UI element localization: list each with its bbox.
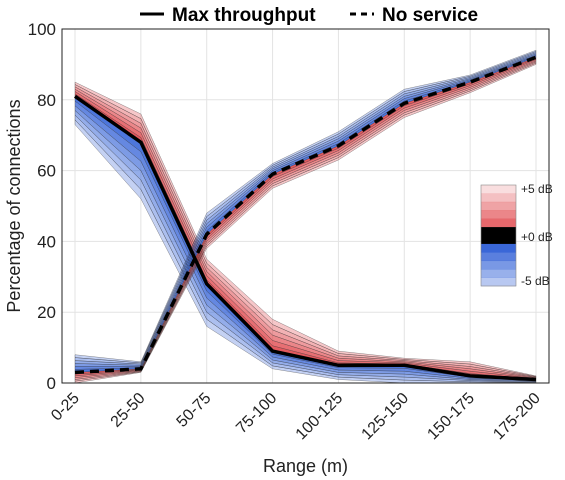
colorbar-cell bbox=[481, 185, 516, 194]
no-service-band-positive-3 bbox=[74, 60, 537, 380]
max-throughput-band bbox=[74, 81, 537, 384]
y-tick-label: 40 bbox=[37, 232, 56, 251]
no-service-band-negative-4 bbox=[74, 51, 537, 365]
y-tick-label: 20 bbox=[37, 303, 56, 322]
x-tick-label: 125-150 bbox=[359, 390, 413, 444]
colorbar-cell bbox=[481, 227, 516, 236]
max-throughput-band-positive-4 bbox=[74, 84, 537, 378]
y-tick-label: 100 bbox=[28, 20, 56, 39]
y-axis-label: Percentage of connections bbox=[4, 99, 24, 312]
no-service-band-negative-0 bbox=[74, 55, 537, 373]
x-tick-label: 100-125 bbox=[293, 390, 347, 444]
colorbar-cell bbox=[481, 210, 516, 219]
colorbar-cell bbox=[481, 193, 516, 203]
colorbar-cell bbox=[481, 269, 516, 278]
colorbar-label: +0 dB bbox=[521, 230, 553, 244]
colorbar-label: -5 dB bbox=[521, 274, 550, 288]
no-service-band-positive-1 bbox=[74, 58, 537, 377]
y-tick-label: 60 bbox=[37, 162, 56, 181]
x-tick-label: 0-25 bbox=[48, 390, 83, 425]
no-service-band-negative-1 bbox=[74, 54, 537, 370]
x-tick-label: 75-100 bbox=[233, 390, 280, 437]
x-tick-labels: 0-25 25-50 50-75 75-100 100-125 125-150 150-17… bbox=[48, 390, 544, 444]
no-service-band-negative-5 bbox=[74, 49, 537, 364]
colorbar-cell bbox=[481, 235, 516, 245]
no-service-band-positive-2 bbox=[74, 59, 537, 378]
x-tick-label: 25-50 bbox=[108, 390, 149, 431]
legend: Max throughput No service bbox=[140, 5, 478, 26]
no-service-line bbox=[74, 55, 537, 375]
x-tick-label: 175-200 bbox=[490, 390, 544, 444]
colorbar-cell bbox=[481, 218, 516, 228]
legend-label-1: No service bbox=[382, 5, 478, 26]
y-tick-label: 80 bbox=[37, 91, 56, 110]
x-axis-label: Range (m) bbox=[263, 456, 348, 476]
colorbar: +5 dB +0 dB -5 dB bbox=[480, 182, 553, 288]
axes-frame bbox=[61, 28, 550, 384]
colorbar-cell bbox=[481, 260, 516, 270]
colorbar-label: +5 dB bbox=[521, 182, 553, 196]
no-service-band-positive-0 bbox=[74, 56, 537, 375]
no-service-band-negative-2 bbox=[74, 53, 537, 367]
colorbar-cell bbox=[481, 277, 516, 287]
max-throughput-line bbox=[73, 94, 537, 382]
no-service-band bbox=[74, 49, 537, 384]
colorbar-cell bbox=[481, 201, 516, 211]
colorbar-cell bbox=[481, 243, 516, 253]
x-tick-label: 50-75 bbox=[174, 390, 215, 431]
x-tick-label: 150-175 bbox=[424, 390, 478, 444]
no-service-band-positive-4 bbox=[74, 61, 537, 382]
y-tick-labels: 0 20 40 60 80 100 bbox=[28, 20, 56, 393]
legend-label-0: Max throughput bbox=[172, 5, 316, 26]
series-lines bbox=[73, 55, 537, 382]
y-tick-label: 0 bbox=[47, 374, 56, 393]
max-throughput-band-positive-3 bbox=[74, 86, 537, 378]
colorbar-frame bbox=[480, 184, 517, 287]
colorbar-cell bbox=[481, 252, 516, 262]
